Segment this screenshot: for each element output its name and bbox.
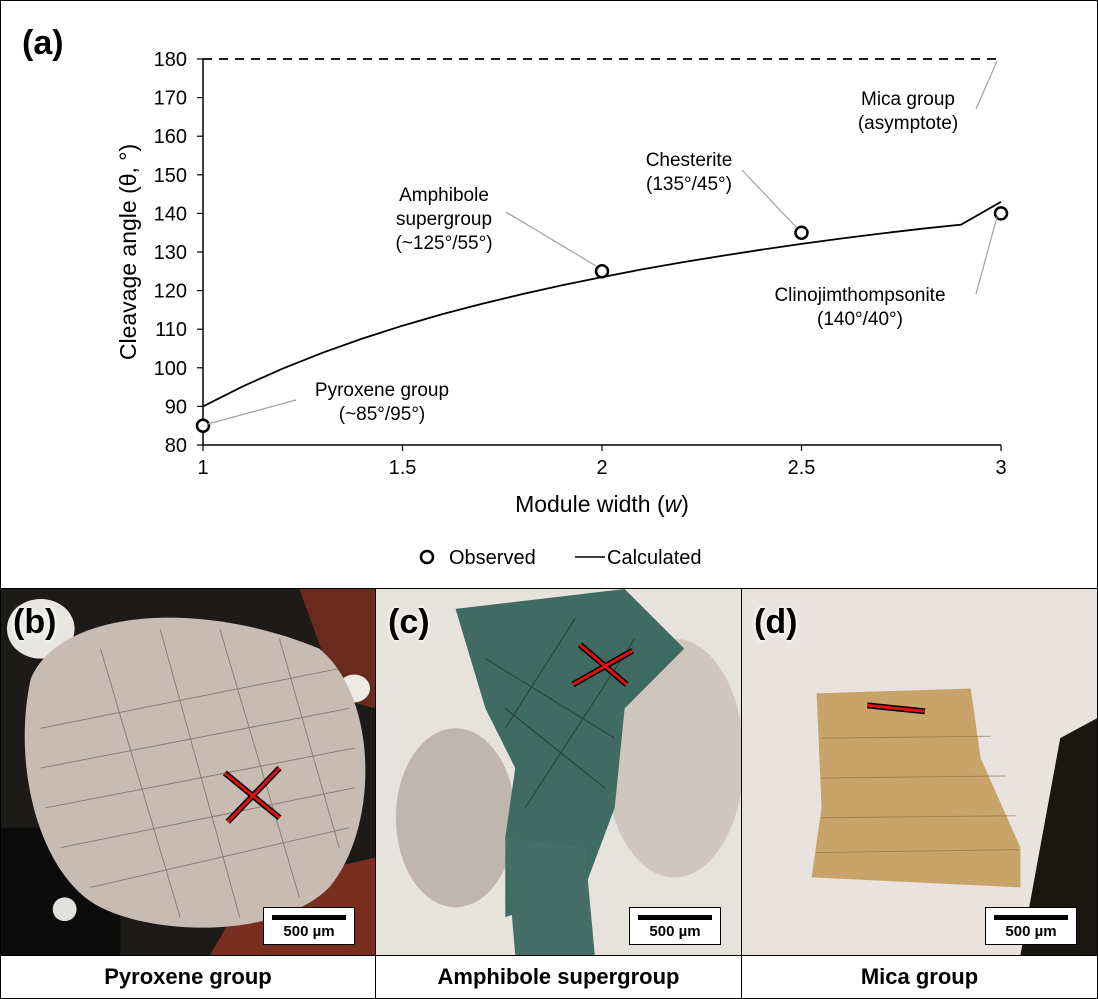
y-tick-label: 160 bbox=[154, 126, 187, 148]
scale-bar-c: 500 µm bbox=[629, 907, 721, 945]
annotation-label: Pyroxene group (~85°/95°) bbox=[315, 380, 449, 425]
photo-amphibole: (c) 500 µm bbox=[375, 588, 742, 956]
observed-point bbox=[993, 206, 1009, 221]
scale-bar-b: 500 µm bbox=[263, 907, 355, 945]
panel-label-a: (a) bbox=[22, 24, 64, 62]
x-tick-label: 1.5 bbox=[389, 457, 417, 479]
y-tick-label: 170 bbox=[154, 88, 187, 110]
series-layer bbox=[195, 58, 1009, 433]
cleavage-line-marker bbox=[866, 702, 926, 715]
scale-bar-line bbox=[272, 915, 346, 920]
legend-observed-marker bbox=[419, 549, 435, 565]
annotation-label: Amphibole supergroup (~125°/55°) bbox=[395, 185, 492, 254]
mica-micrograph bbox=[742, 589, 1097, 955]
annotation-leader bbox=[505, 211, 597, 267]
x-tick-label: 2.5 bbox=[788, 457, 816, 479]
observed-point bbox=[195, 418, 211, 433]
annotation-label: Mica group (asymptote) bbox=[858, 89, 958, 134]
scale-bar-label: 500 µm bbox=[649, 923, 701, 940]
y-tick-label: 110 bbox=[155, 319, 187, 341]
annotation-leader bbox=[975, 216, 998, 295]
annotation-leader bbox=[207, 399, 297, 425]
scale-bar-label: 500 µm bbox=[1005, 923, 1057, 940]
scale-bar-d: 500 µm bbox=[985, 907, 1077, 945]
cleavage-angle-chart: (a) 80 90 100 110 120 130 140 150 160 170 180 1 1.5… bbox=[22, 24, 1009, 569]
y-axis-title: Cleavage angle (θ, °) bbox=[115, 144, 141, 360]
cleavage-texture bbox=[485, 618, 636, 809]
caption-amphibole: Amphibole supergroup bbox=[375, 955, 742, 999]
scale-bar-line bbox=[994, 915, 1068, 920]
annotation-label: Clinojimthompsonite (140°/40°) bbox=[774, 285, 945, 330]
y-tick-label: 90 bbox=[165, 396, 187, 418]
cleavage-cross-marker bbox=[222, 765, 282, 824]
y-tick-label: 180 bbox=[154, 49, 187, 71]
x-tick-label: 3 bbox=[995, 457, 1006, 479]
observed-point bbox=[594, 264, 610, 279]
panel-label-d: (d) bbox=[754, 603, 798, 641]
legend-calculated-label: Calculated bbox=[607, 547, 702, 569]
y-tick-label: 140 bbox=[154, 203, 187, 225]
cleavage-texture bbox=[40, 628, 355, 918]
photo-mica: (d) 500 µm bbox=[741, 588, 1098, 956]
x-tick-label: 1 bbox=[197, 457, 208, 479]
y-tick-label: 150 bbox=[154, 165, 187, 187]
scale-bar-label: 500 µm bbox=[283, 923, 335, 940]
y-ticks: 80 90 100 110 120 130 140 150 160 170 180 bbox=[154, 49, 203, 457]
cleavage-cross-marker bbox=[571, 642, 635, 688]
y-tick-label: 100 bbox=[154, 358, 187, 380]
x-ticks: 1 1.5 2 2.5 3 bbox=[197, 445, 1007, 479]
legend: Observed Calculated bbox=[419, 547, 702, 569]
x-axis-title: Module width (w) bbox=[515, 491, 689, 517]
scale-bar-line bbox=[638, 915, 712, 920]
photo-pyroxene: (b) 500 µm bbox=[0, 588, 376, 956]
caption-pyroxene: Pyroxene group bbox=[0, 955, 376, 999]
amphibole-micrograph bbox=[376, 589, 741, 955]
caption-mica: Mica group bbox=[741, 955, 1098, 999]
y-tick-label: 80 bbox=[165, 435, 187, 457]
legend-observed-label: Observed bbox=[449, 547, 536, 569]
annotation-label: Chesterite (135°/45°) bbox=[646, 150, 733, 195]
annotation-leader bbox=[975, 60, 998, 110]
cleavage-texture bbox=[816, 735, 1019, 854]
y-tick-label: 130 bbox=[154, 242, 187, 264]
panel-label-c: (c) bbox=[388, 603, 430, 641]
pyroxene-micrograph bbox=[1, 589, 375, 955]
panel-label-b: (b) bbox=[13, 603, 57, 641]
annotation-leader bbox=[741, 169, 798, 229]
x-tick-label: 2 bbox=[596, 457, 607, 479]
observed-point bbox=[794, 225, 809, 240]
annotation-layer: Pyroxene group (~85°/95°) Amphibole supergr… bbox=[207, 60, 998, 425]
y-tick-label: 120 bbox=[154, 281, 187, 303]
